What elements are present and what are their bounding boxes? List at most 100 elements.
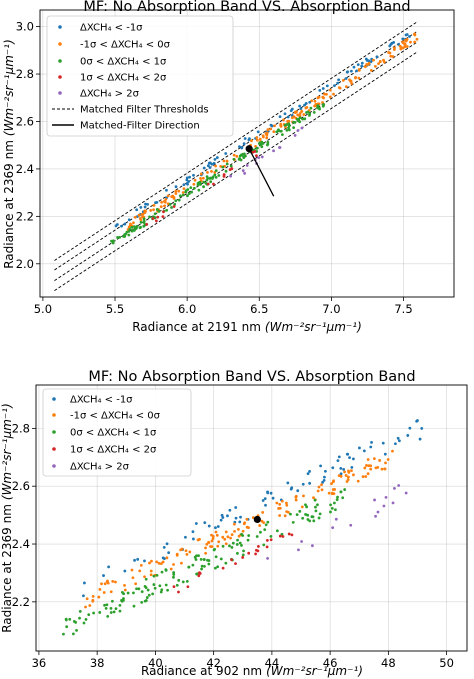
data-point-series-1 [199, 172, 203, 176]
data-point-series-2 [221, 165, 225, 169]
data-point-series-1 [363, 466, 367, 470]
data-point-series-1 [199, 176, 202, 180]
data-point-series-0 [224, 152, 228, 155]
data-point-series-1 [382, 58, 385, 62]
data-point-series-2 [339, 490, 343, 494]
data-point-series-1 [185, 552, 189, 556]
data-point-series-0 [321, 87, 325, 90]
chart-top-x-axis-unit: (Wm⁻²sr⁻¹μm⁻¹) [265, 320, 362, 334]
data-point-series-1 [217, 540, 221, 544]
data-point-series-2 [178, 194, 182, 198]
data-point-series-1 [278, 506, 282, 510]
data-point-series-3 [172, 205, 176, 208]
data-point-series-2 [153, 212, 157, 216]
y-tick-label: 2.0 [16, 257, 34, 271]
data-point-series-1 [356, 479, 360, 483]
threshold-line [54, 21, 419, 261]
x-tick-label: 6.0 [178, 302, 196, 316]
data-point-series-0 [214, 526, 217, 530]
data-point-series-1 [204, 551, 208, 555]
data-point-series-2 [343, 488, 347, 491]
data-point-series-0 [221, 516, 225, 519]
data-point-series-4 [349, 523, 353, 527]
data-point-series-1 [350, 469, 353, 473]
data-point-series-3 [257, 545, 260, 548]
data-point-series-3 [212, 182, 215, 186]
data-point-series-0 [146, 202, 149, 206]
data-point-series-1 [169, 567, 173, 571]
data-point-series-2 [198, 180, 201, 184]
data-point-series-1 [365, 464, 368, 467]
data-point-series-0 [396, 436, 400, 440]
data-point-series-0 [405, 33, 409, 36]
data-point-series-3 [290, 533, 294, 537]
data-point-series-2 [132, 604, 136, 608]
data-point-series-0 [406, 434, 410, 437]
y-tick-label: 2.8 [12, 421, 30, 435]
data-point-series-2 [62, 632, 65, 636]
data-point-series-2 [72, 619, 76, 623]
data-point-series-1 [245, 525, 249, 529]
chart-top-legend: ΔXCH₄ < -1σ -1σ < ΔXCH₄ < 0σ 0σ < ΔXCH₄ … [46, 15, 234, 137]
data-point-series-2 [341, 496, 345, 500]
data-point-series-3 [265, 538, 269, 542]
data-point-series-0 [242, 142, 246, 146]
data-point-series-2 [241, 553, 245, 557]
legend-label-b1: -1σ < ΔXCH₄ < 0σ [70, 411, 161, 422]
data-point-series-1 [272, 130, 276, 134]
chart-bottom-points [62, 419, 424, 636]
data-point-series-2 [280, 133, 284, 137]
data-point-series-2 [232, 157, 236, 161]
data-point-series-2 [145, 596, 149, 599]
data-point-series-1 [223, 537, 227, 541]
data-point-series-1 [130, 568, 134, 572]
data-point-series-2 [291, 520, 295, 524]
data-point-series-0 [308, 100, 312, 104]
chart-bottom-y-axis-label-text: Radiance at 2369 nm [0, 504, 14, 633]
data-point-series-1 [354, 76, 357, 80]
data-point-series-1 [255, 136, 259, 139]
data-point-series-2 [181, 580, 185, 584]
data-point-series-2 [199, 558, 203, 561]
data-point-series-2 [106, 615, 110, 618]
data-point-series-1 [346, 475, 350, 479]
data-point-series-1 [224, 542, 228, 546]
data-point-series-2 [127, 233, 131, 237]
data-point-series-1 [265, 136, 269, 140]
data-point-series-1 [149, 573, 153, 577]
data-point-series-1 [401, 46, 405, 50]
data-point-series-1 [111, 579, 115, 583]
data-point-series-2 [266, 520, 270, 524]
data-point-series-1 [88, 604, 92, 607]
data-point-series-2 [164, 568, 168, 572]
data-point-series-0 [191, 537, 195, 541]
chart-top-y-axis-unit: (Wm⁻²sr⁻¹μm⁻¹) [2, 39, 16, 136]
data-point-series-1 [177, 189, 181, 193]
data-point-series-2 [275, 130, 279, 134]
data-point-series-1 [328, 95, 332, 99]
data-point-series-2 [187, 192, 191, 196]
data-point-series-1 [265, 131, 269, 135]
chart-top-plot-frame [39, 9, 455, 298]
data-point-series-0 [269, 123, 273, 127]
data-point-series-0 [286, 115, 290, 119]
data-point-series-1 [131, 576, 135, 580]
data-point-series-0 [286, 481, 290, 485]
legend-label-b3: 1σ < ΔXCH₄ < 2σ [70, 445, 157, 456]
data-point-series-0 [187, 180, 191, 183]
data-point-series-1 [261, 510, 265, 514]
data-point-series-0 [348, 456, 351, 460]
data-point-series-4 [260, 155, 264, 159]
data-point-series-1 [243, 521, 247, 525]
chart-top-x-ticks: 5.0 5.5 6.0 6.5 7.0 7.5 [34, 297, 413, 316]
data-point-series-1 [225, 159, 229, 163]
data-point-series-1 [204, 546, 207, 550]
data-point-series-2 [197, 188, 201, 192]
data-point-series-0 [261, 499, 265, 502]
data-point-series-1 [139, 563, 143, 567]
data-point-series-2 [186, 188, 190, 191]
data-point-series-0 [336, 81, 340, 85]
data-point-series-4 [243, 171, 246, 175]
data-point-series-1 [174, 192, 178, 195]
data-point-series-1 [278, 514, 282, 517]
